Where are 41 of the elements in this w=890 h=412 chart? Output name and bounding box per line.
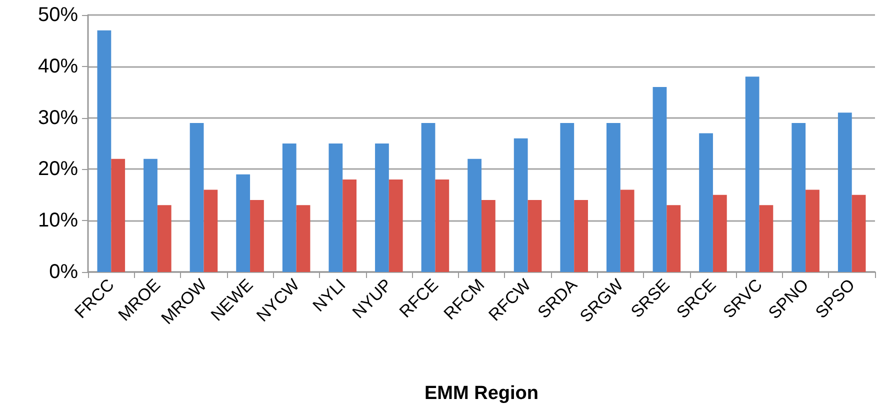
bar xyxy=(759,205,774,272)
bar xyxy=(620,190,634,272)
bar xyxy=(666,205,681,272)
bar xyxy=(852,194,866,272)
bar xyxy=(652,86,667,272)
bar xyxy=(699,133,713,272)
bar xyxy=(421,122,436,272)
bar xyxy=(190,122,204,272)
y-tick-label: 20% xyxy=(38,158,78,180)
bar xyxy=(157,205,172,272)
bar xyxy=(712,194,727,272)
bar xyxy=(806,190,820,272)
bar xyxy=(745,76,760,272)
bar xyxy=(528,200,542,272)
bar xyxy=(144,158,158,272)
y-tick-label: 0% xyxy=(49,261,78,283)
bar xyxy=(204,190,218,272)
bar xyxy=(482,200,496,272)
bar xyxy=(328,144,343,272)
y-tick-label: 10% xyxy=(38,210,78,232)
bar xyxy=(435,179,450,272)
bar xyxy=(250,200,264,272)
bar xyxy=(574,200,588,272)
y-tick-label: 40% xyxy=(38,55,78,78)
bar xyxy=(388,179,403,272)
y-tick-label: 50% xyxy=(38,4,78,26)
bar xyxy=(236,174,250,272)
bar xyxy=(606,122,620,272)
bar xyxy=(97,30,112,272)
bar xyxy=(342,179,357,272)
bar xyxy=(375,144,389,272)
bar xyxy=(514,138,528,272)
bar xyxy=(560,122,574,272)
bar xyxy=(468,158,482,272)
x-axis-title: EMM Region xyxy=(424,383,538,404)
bar xyxy=(111,158,126,272)
bar xyxy=(282,144,296,272)
bar xyxy=(792,122,806,272)
bar xyxy=(296,205,310,272)
bar xyxy=(838,112,852,272)
y-tick-label: 30% xyxy=(38,106,78,129)
